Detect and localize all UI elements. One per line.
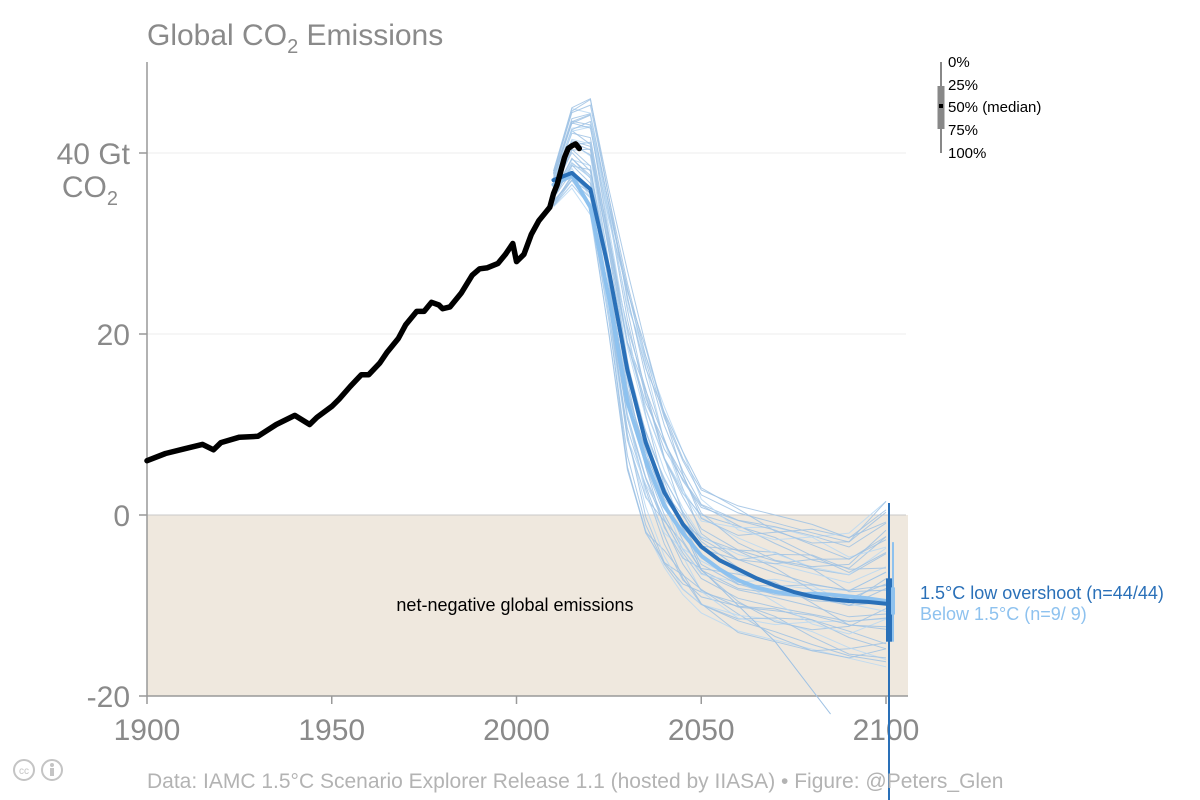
legend-low-overshoot: 1.5°C low overshoot (n=44/44)	[920, 583, 1164, 603]
median-below-1-5-line	[551, 173, 888, 603]
x-tick-label-2050: 2050	[668, 714, 735, 747]
scenario-line-26	[553, 132, 887, 576]
range-box-low-overshoot	[886, 578, 892, 642]
percentile-legend: 0% 25% 50% (median) 75% 100%	[937, 54, 1041, 162]
scenario-line-34	[553, 122, 887, 539]
range-box-below-1-5	[891, 587, 895, 615]
x-tick-label-2000: 2000	[483, 714, 550, 747]
scenario-line-25	[553, 144, 887, 570]
axes	[139, 62, 908, 704]
net-negative-label: net-negative global emissions	[396, 595, 633, 615]
scenario-line-36	[553, 107, 887, 541]
series-lines	[144, 141, 888, 606]
scenario-line-31	[553, 113, 887, 569]
x-tick-label-1950: 1950	[298, 714, 365, 747]
y-tick-labels: -20 0 20	[87, 319, 130, 714]
legend-median-dot	[939, 104, 943, 108]
svg-text:cc: cc	[19, 766, 29, 777]
cc-by-icon: cc	[13, 759, 63, 781]
legend-below-1-5: Below 1.5°C (n=9/ 9)	[920, 604, 1087, 624]
legend-stat-75: 75%	[948, 122, 978, 139]
y-axis-unit: CO2	[62, 171, 118, 210]
x-tick-label-1900: 1900	[114, 714, 181, 747]
scenario-line-32	[553, 126, 887, 558]
scenario-line-37	[553, 104, 887, 543]
y-tick-label-0: 0	[113, 500, 130, 533]
scenario-line-9	[553, 171, 887, 630]
x-tick-label-2100: 2100	[853, 714, 920, 747]
y-tick-label-20: 20	[97, 319, 130, 352]
gridlines	[147, 152, 906, 516]
legend-stat-0: 0%	[948, 54, 970, 71]
scenario-line-30	[553, 120, 887, 574]
x-tick-labels: 1900 1950 2000 2050 2100	[114, 714, 920, 747]
scenario-line-38	[553, 97, 887, 544]
historical-emissions-line	[144, 141, 583, 464]
scenario-line-39	[553, 98, 887, 539]
scenario-line-0	[553, 187, 887, 668]
legend-stat-50: 50% (median)	[948, 99, 1041, 116]
legend-stat-100: 100%	[948, 145, 986, 162]
scenario-line-35	[553, 113, 887, 548]
2100-range-bar	[886, 503, 895, 800]
chart-title: Global CO2 Emissions	[147, 19, 443, 58]
y-tick-label--20: -20	[87, 681, 130, 714]
y-axis-label: 40 Gt	[57, 138, 131, 171]
legend-stat-25: 25%	[948, 77, 978, 94]
median-low-overshoot-line	[551, 170, 888, 606]
footer-credit: Data: IAMC 1.5°C Scenario Explorer Relea…	[147, 770, 1003, 793]
scenario-bundle	[553, 97, 887, 715]
